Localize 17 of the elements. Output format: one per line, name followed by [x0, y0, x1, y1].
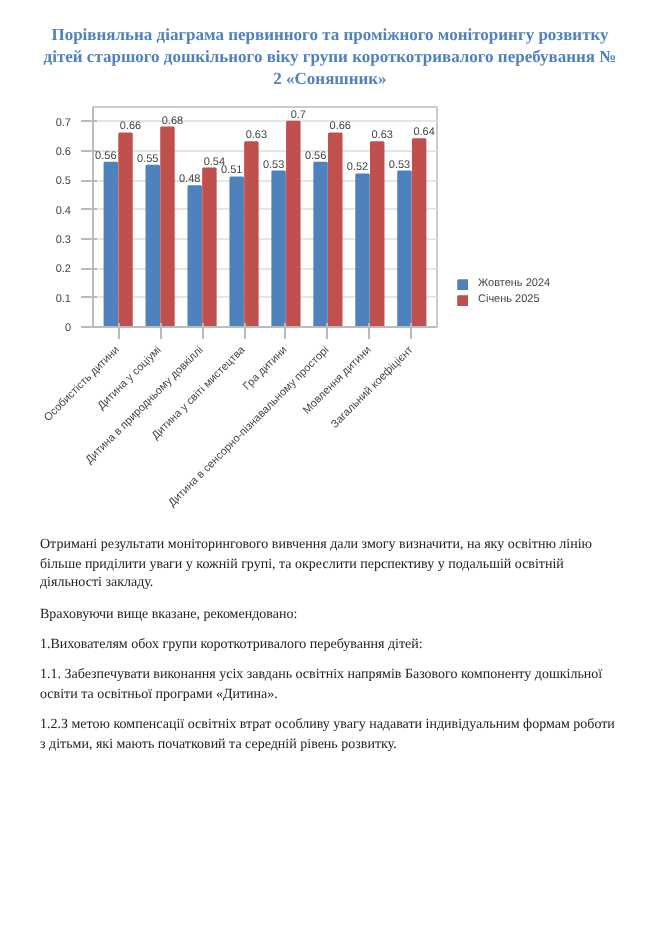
bar	[411, 138, 427, 328]
bar	[313, 162, 328, 328]
bar	[202, 168, 217, 328]
bar	[328, 132, 343, 328]
bar	[397, 171, 412, 328]
bar	[187, 185, 202, 328]
bar	[103, 162, 119, 328]
bar	[229, 176, 244, 328]
bar	[369, 141, 385, 328]
bar	[286, 121, 301, 328]
chart-title: Порівняльна діаграма первинного та проміжного моніторингу розвитку дітей старшого дошкільного віку групи короткотривалого перебування № 2 «Соняшник»	[41, 24, 619, 91]
bar	[244, 141, 259, 328]
bar	[160, 127, 175, 328]
bar	[271, 171, 286, 328]
bar	[118, 132, 133, 328]
bar	[355, 173, 370, 328]
bar	[145, 165, 161, 328]
